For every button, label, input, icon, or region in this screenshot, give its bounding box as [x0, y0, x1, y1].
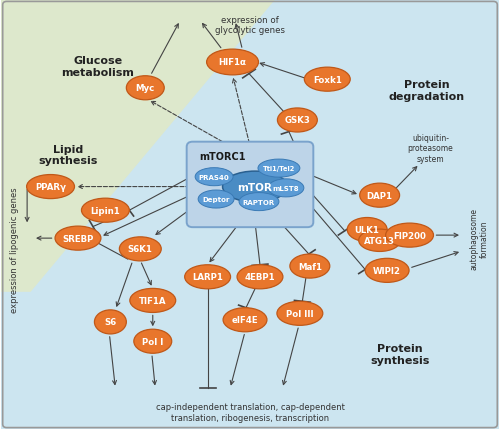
Text: RAPTOR: RAPTOR [243, 199, 275, 205]
Ellipse shape [258, 160, 300, 178]
Ellipse shape [237, 265, 283, 289]
Text: SREBP: SREBP [62, 234, 94, 243]
Ellipse shape [55, 227, 101, 251]
Text: PRAS40: PRAS40 [198, 174, 230, 180]
Text: S6K1: S6K1 [128, 245, 152, 254]
Ellipse shape [304, 68, 350, 92]
Ellipse shape [120, 237, 161, 261]
Text: Glucose
metabolism: Glucose metabolism [62, 56, 134, 78]
Ellipse shape [268, 179, 304, 197]
Text: Lipin1: Lipin1 [90, 206, 120, 215]
Text: expression of
glycolytic genes: expression of glycolytic genes [215, 15, 285, 35]
Text: S6: S6 [104, 318, 117, 327]
Text: ubiquitin-
proteasome
system: ubiquitin- proteasome system [408, 134, 454, 163]
Ellipse shape [82, 199, 130, 223]
Ellipse shape [278, 109, 318, 133]
Text: Tti1/Tel2: Tti1/Tel2 [262, 166, 295, 172]
Text: PPARγ: PPARγ [35, 183, 66, 192]
Ellipse shape [198, 190, 234, 209]
Ellipse shape [130, 289, 176, 313]
Text: Maf1: Maf1 [298, 262, 322, 271]
Text: autophagosome
formation: autophagosome formation [470, 208, 489, 270]
Ellipse shape [239, 193, 279, 211]
Ellipse shape [184, 265, 230, 289]
Text: Deptor: Deptor [202, 197, 230, 203]
Ellipse shape [290, 255, 330, 279]
Ellipse shape [386, 224, 434, 248]
Ellipse shape [94, 310, 126, 334]
Text: ATG13: ATG13 [364, 236, 395, 245]
Text: FIP200: FIP200 [393, 231, 426, 240]
Text: Myc: Myc [136, 84, 155, 93]
Text: HIF1α: HIF1α [218, 58, 246, 68]
Ellipse shape [358, 230, 401, 252]
Ellipse shape [222, 172, 288, 203]
Text: mTOR: mTOR [238, 182, 272, 192]
Polygon shape [0, 1, 275, 292]
Ellipse shape [223, 308, 267, 332]
Ellipse shape [126, 77, 164, 101]
Text: DAP1: DAP1 [366, 191, 392, 200]
Text: LARP1: LARP1 [192, 273, 223, 282]
Ellipse shape [206, 50, 258, 76]
Ellipse shape [195, 168, 233, 186]
Text: Foxk1: Foxk1 [313, 76, 342, 84]
Ellipse shape [26, 175, 74, 199]
Text: cap-independent translation, cap-dependent
translation, ribogenesis, transcripti: cap-independent translation, cap-depende… [156, 402, 344, 422]
Text: Protein
degradation: Protein degradation [389, 80, 465, 101]
Text: expression of lipogenic genes: expression of lipogenic genes [10, 187, 19, 312]
Text: mTORC1: mTORC1 [200, 152, 246, 162]
Text: Pol I: Pol I [142, 337, 164, 346]
Text: WIPI2: WIPI2 [373, 266, 401, 275]
Text: GSK3: GSK3 [284, 116, 310, 125]
Text: TIF1A: TIF1A [139, 296, 166, 305]
Text: Lipid
synthesis: Lipid synthesis [38, 144, 98, 166]
Ellipse shape [347, 218, 387, 242]
Text: Protein
synthesis: Protein synthesis [370, 344, 430, 365]
Text: eIF4E: eIF4E [232, 316, 258, 325]
FancyBboxPatch shape [186, 142, 314, 227]
Ellipse shape [134, 329, 172, 353]
Text: Pol III: Pol III [286, 309, 314, 318]
Text: 4EBP1: 4EBP1 [244, 273, 276, 282]
Text: mLST8: mLST8 [272, 185, 299, 191]
Ellipse shape [277, 301, 323, 326]
Ellipse shape [365, 259, 409, 283]
Text: ULK1: ULK1 [354, 225, 380, 234]
Ellipse shape [360, 184, 400, 208]
